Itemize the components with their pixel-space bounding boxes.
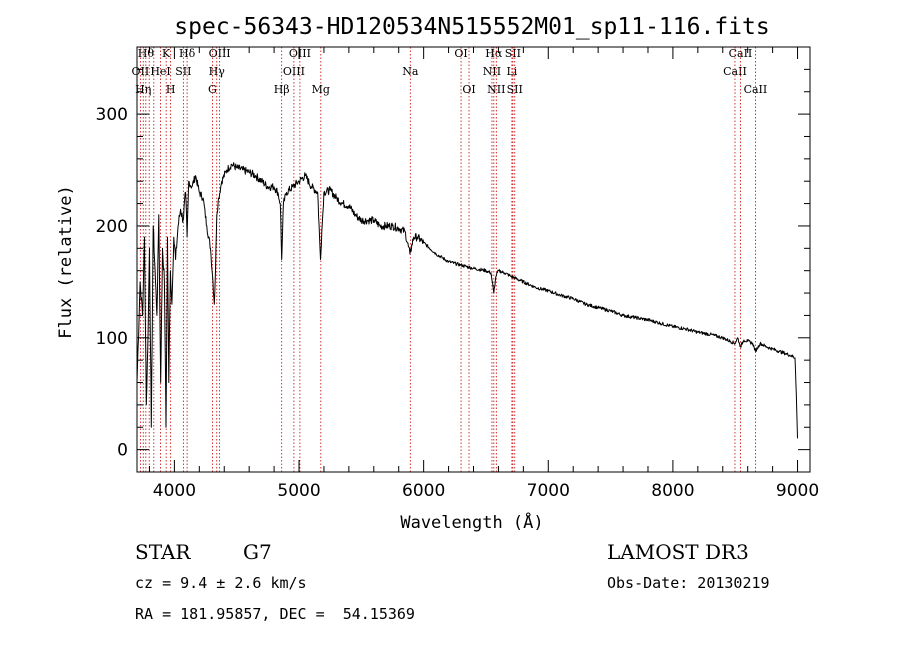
y-tick-label-0: 0 — [117, 441, 128, 461]
axes: 4000 5000 6000 7000 8000 9000 0 100 200 300 — [96, 46, 819, 501]
marker-label-CaII-3: CaII — [744, 83, 768, 96]
marker-label-K: K — [162, 47, 171, 60]
series-layer — [136, 162, 798, 439]
marker-label-H-delta: Hδ — [179, 47, 196, 60]
x-tick-label-5000: 5000 — [277, 481, 320, 501]
marker-label-CaII-2: CaII — [729, 47, 753, 60]
object-subclass: G7 — [243, 540, 272, 564]
marker-label-NII-2: NII — [487, 83, 505, 96]
marker-label-OI-1: OI — [454, 47, 467, 60]
marker-label-G: G — [208, 83, 217, 96]
chart-title: spec-56343-HD120534N515552M01_sp11-116.f… — [174, 14, 769, 40]
marker-label-Mg: Mg — [312, 83, 330, 96]
object-class: STAR — [135, 540, 191, 564]
x-tick-label-6000: 6000 — [402, 481, 445, 501]
marker-label-SII-1: SII — [175, 65, 191, 78]
y-tick-label-100: 100 — [96, 329, 128, 349]
marker-label-OI-2: OI — [462, 83, 475, 96]
marker-label-OIII-4: OIII — [289, 47, 311, 60]
marker-label-OII: OII — [132, 65, 150, 78]
y-tick-label-200: 200 — [96, 217, 128, 237]
marker-label-H-beta: Hβ — [274, 83, 290, 96]
x-axis-label: Wavelength (Å) — [400, 511, 543, 533]
marker-label-H-theta: Hθ — [138, 47, 155, 60]
marker-label-H-epsilon: H — [166, 83, 176, 96]
marker-label-H-eta: Hη — [135, 83, 151, 96]
marker-label-OIII-3: OIII — [283, 65, 305, 78]
marker-label-Na: Na — [402, 65, 419, 78]
marker-label-SII-2: SII — [505, 47, 521, 60]
plot-frame — [136, 46, 811, 473]
x-tick-label-9000: 9000 — [776, 481, 819, 501]
marker-label-CaII-1: CaII — [723, 65, 747, 78]
coordinates-text: RA = 181.95857, DEC = 54.15369 — [135, 605, 415, 623]
marker-label-H-gamma: Hγ — [209, 65, 226, 78]
x-tick-label-4000: 4000 — [153, 481, 196, 501]
survey-name: LAMOST DR3 — [607, 540, 749, 564]
y-axis-label: Flux (relative) — [56, 185, 76, 339]
spectral-line-markers: OII Hη Hθ HeI K H SII Hδ G Hγ OIII Hβ OIII OIII Mg Na OI… — [132, 47, 768, 472]
obs-date-text: Obs-Date: 20130219 — [607, 574, 770, 592]
x-tick-label-8000: 8000 — [651, 481, 694, 501]
marker-label-NII-1: NII — [483, 65, 501, 78]
series-line-spectrum — [136, 162, 798, 439]
y-tick-label-300: 300 — [96, 105, 128, 125]
marker-label-H-alpha: Hα — [485, 47, 503, 60]
marker-label-SII-3: SII — [507, 83, 523, 96]
marker-label-HeI: HeI — [150, 65, 170, 78]
redshift-text: cz = 9.4 ± 2.6 km/s — [135, 574, 307, 592]
marker-label-OIII-2: OIII — [209, 47, 231, 60]
marker-label-Li: Li — [506, 65, 517, 78]
x-tick-label-7000: 7000 — [527, 481, 570, 501]
